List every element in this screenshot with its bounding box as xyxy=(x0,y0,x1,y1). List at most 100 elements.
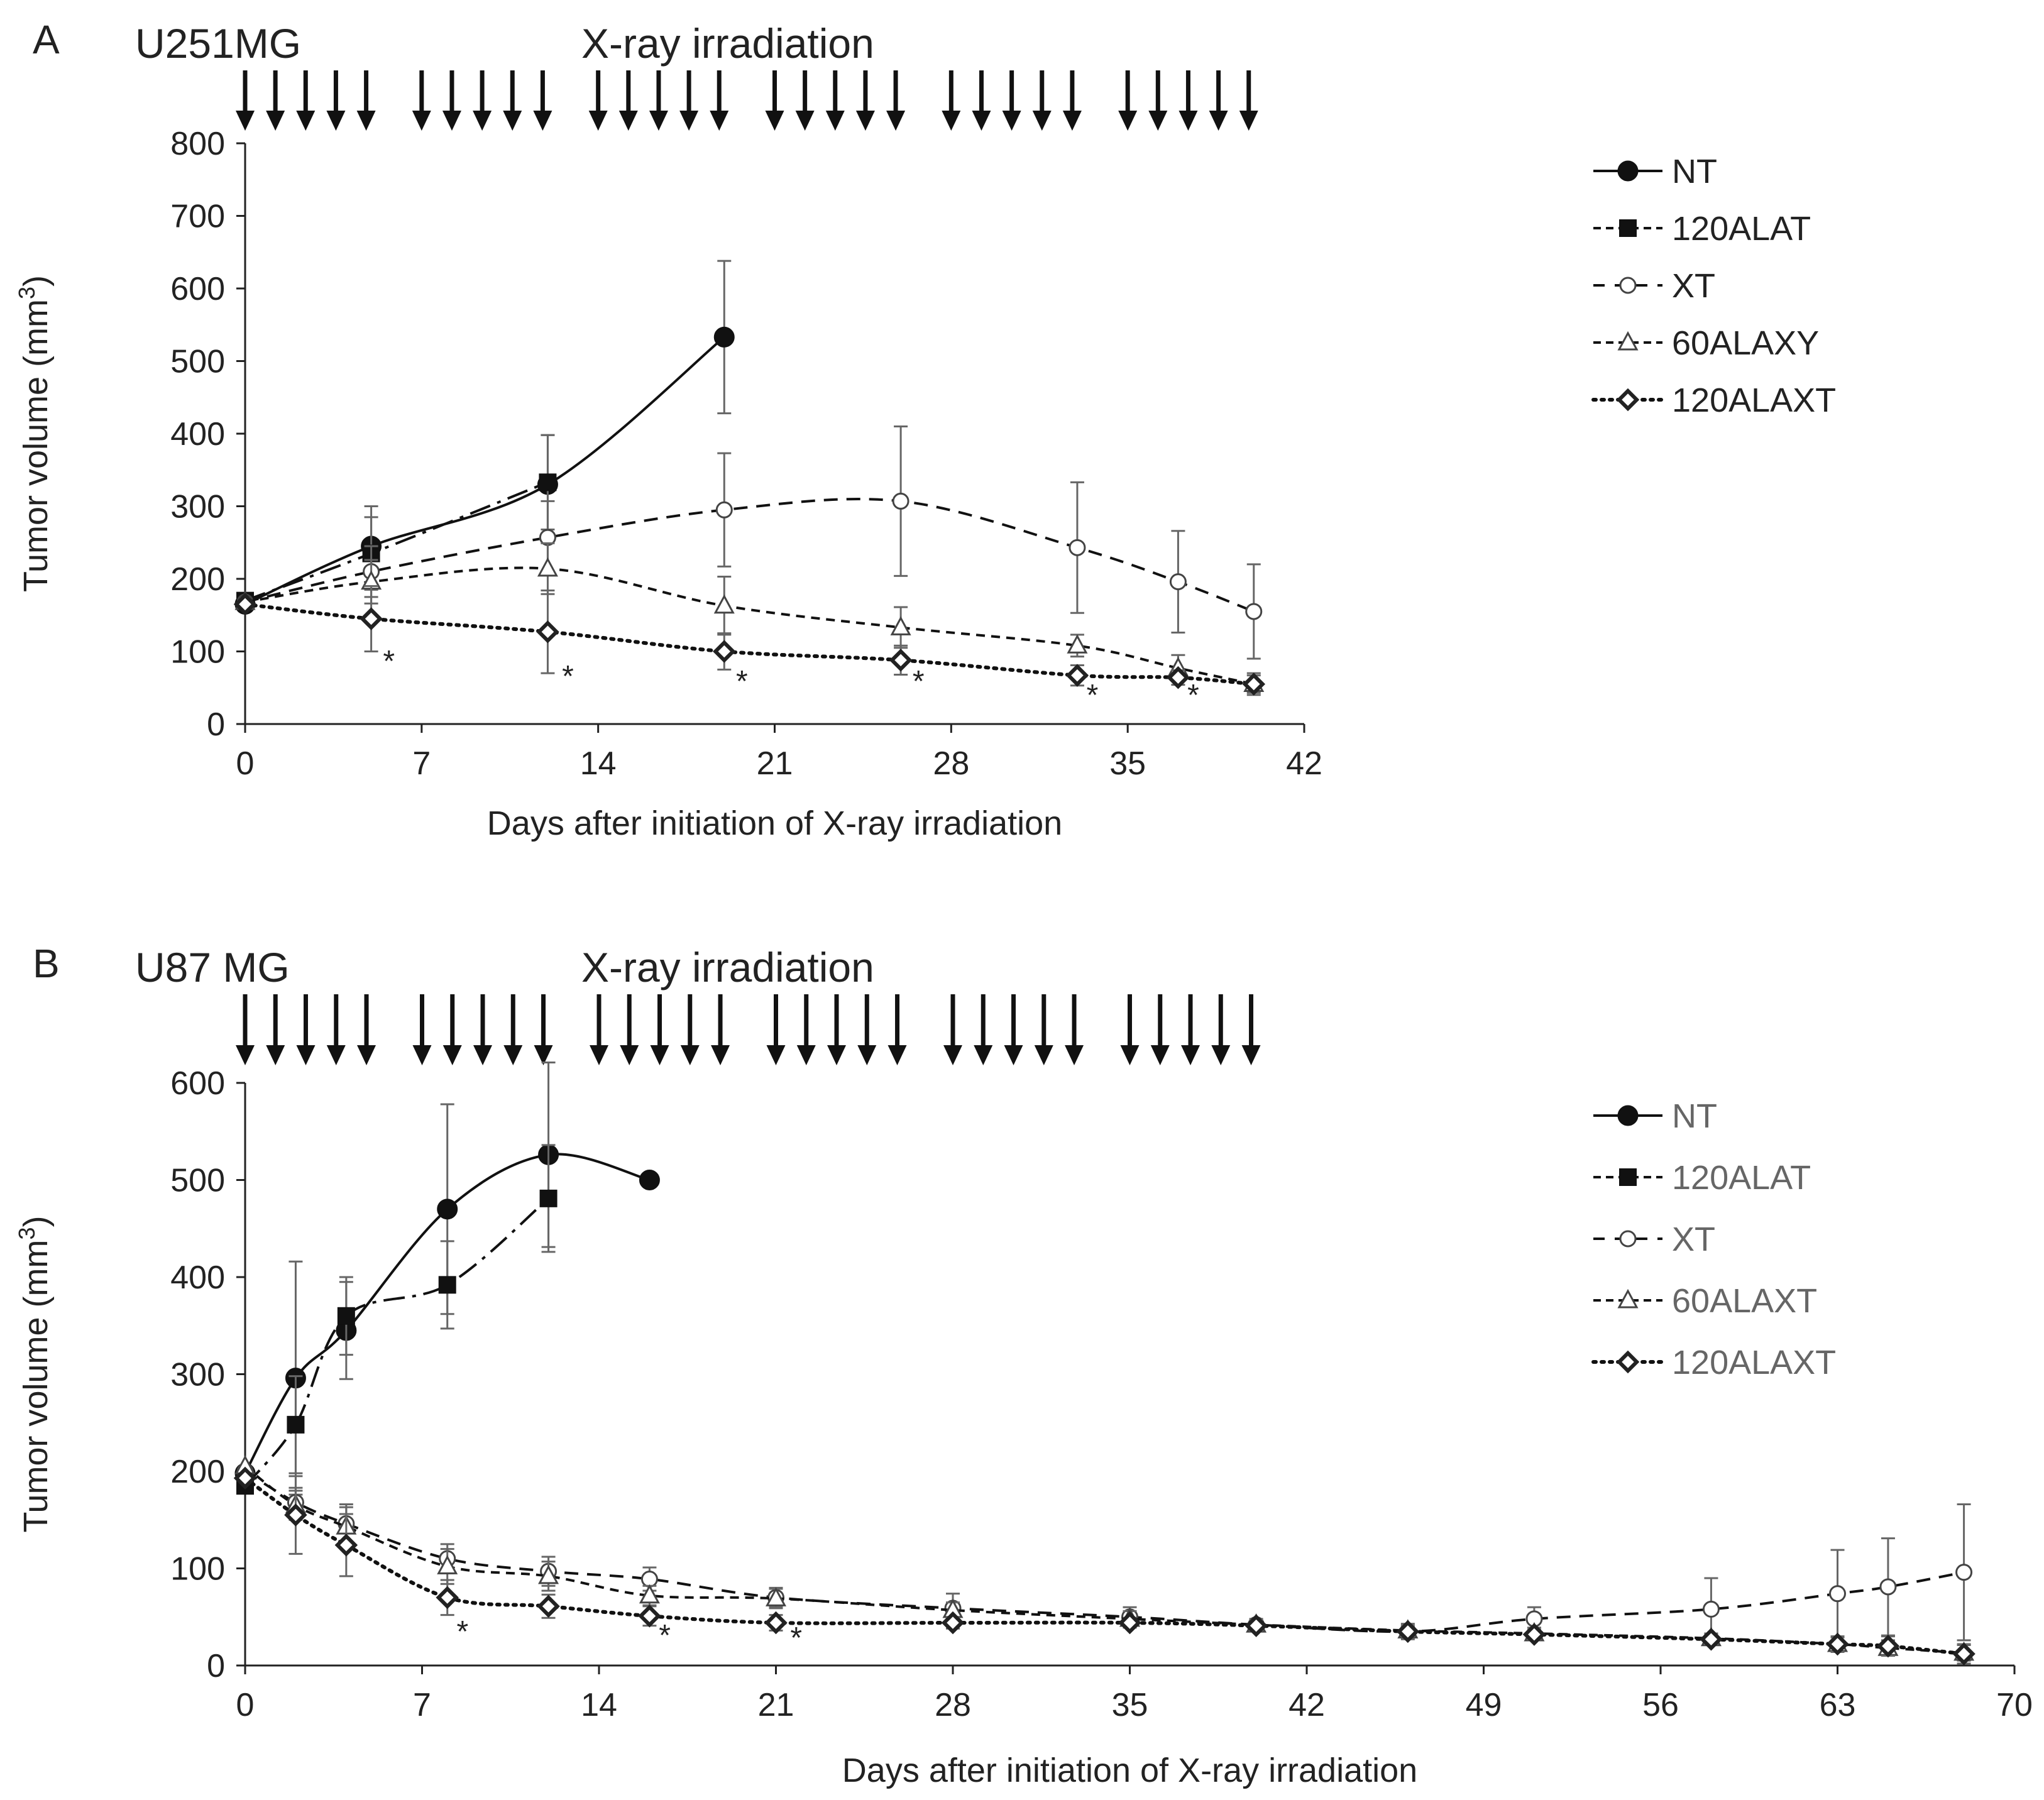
irradiation-arrow-head xyxy=(266,111,285,131)
data-point xyxy=(287,1415,305,1434)
legend-label: XT xyxy=(1672,267,1715,305)
irradiation-arrow-head xyxy=(972,111,991,131)
series-line xyxy=(245,498,1255,613)
significance-star: * xyxy=(383,645,395,678)
y-tick-label: 300 xyxy=(170,1357,225,1393)
x-tick-label: 49 xyxy=(1466,1687,1502,1723)
irradiation-arrow-head xyxy=(412,1045,432,1065)
data-point xyxy=(1067,634,1088,654)
irradiation-arrow-head xyxy=(1065,1045,1084,1065)
irradiation-arrow-head xyxy=(1209,111,1228,131)
significance-star: * xyxy=(456,1615,468,1649)
chart-title: U251MG xyxy=(135,20,301,67)
irradiation-arrow-head xyxy=(266,1045,285,1065)
x-tick-label: 7 xyxy=(413,1687,431,1723)
irradiation-arrow-head xyxy=(680,1045,700,1065)
irradiation-arrow-head xyxy=(296,111,316,131)
y-tick-label: 400 xyxy=(170,1259,225,1296)
irradiation-arrow-head xyxy=(1150,1045,1170,1065)
data-point xyxy=(639,1584,660,1604)
irradiation-arrow-head xyxy=(503,111,522,131)
series-line xyxy=(245,336,725,606)
irradiation-arrow-head xyxy=(412,111,431,131)
data-point xyxy=(437,1555,458,1574)
annotation-xray: X-ray irradiation xyxy=(581,20,874,67)
legend-label: NT xyxy=(1672,1097,1717,1135)
series-120alaxt xyxy=(233,585,1266,696)
data-point xyxy=(437,1199,458,1220)
series-nt xyxy=(234,260,735,615)
irradiation-arrow-head xyxy=(356,111,376,131)
irradiation-arrow-head xyxy=(620,1045,639,1065)
data-point xyxy=(941,1611,965,1635)
data-point xyxy=(890,616,911,635)
irradiation-arrow-head xyxy=(473,1045,493,1065)
panel-a: A U251MG X-ray irradiation 0 100 200 300 400 500… xyxy=(14,17,1836,842)
x-tick-label: 7 xyxy=(412,745,431,782)
irradiation-arrow-head xyxy=(1118,111,1138,131)
data-point xyxy=(1952,1642,1975,1666)
data-point xyxy=(1955,1564,1973,1581)
series-120alat xyxy=(236,434,557,610)
y-tick-label: 200 xyxy=(170,1454,225,1490)
series-xt xyxy=(236,1462,1973,1642)
data-point xyxy=(284,1503,307,1527)
panel-label: B xyxy=(33,941,60,986)
x-tick-label: 42 xyxy=(1288,1687,1325,1723)
data-point xyxy=(892,492,909,510)
data-point xyxy=(360,607,383,630)
data-point xyxy=(233,593,257,616)
irradiation-arrow-head xyxy=(942,111,961,131)
significance-star: * xyxy=(1087,679,1099,712)
irradiation-arrows xyxy=(236,994,1261,1065)
irradiation-arrow-head xyxy=(503,1045,523,1065)
y-tick-label: 200 xyxy=(170,561,225,598)
data-point xyxy=(438,1276,456,1294)
series-line xyxy=(244,1465,1964,1654)
legend-label: NT xyxy=(1672,153,1717,190)
legend-label: 120ALAT xyxy=(1672,210,1811,248)
legend-marker xyxy=(1619,219,1637,237)
legend: NT 120ALAT XT 60ALAXT 120ALAXT xyxy=(1591,1097,1836,1381)
data-point xyxy=(536,620,559,644)
data-point xyxy=(1069,539,1086,556)
irradiation-arrow-head xyxy=(649,111,668,131)
chart-title: U87 MG xyxy=(135,944,290,991)
irradiation-arrow-head xyxy=(886,111,906,131)
y-tick-label: 500 xyxy=(170,344,225,380)
irradiation-arrow-head xyxy=(1179,111,1198,131)
y-tick-label: 0 xyxy=(207,706,225,743)
irradiation-arrow-head xyxy=(974,1045,993,1065)
irradiation-arrow-head xyxy=(1034,1045,1053,1065)
irradiation-arrow-head xyxy=(326,1045,346,1065)
legend-marker xyxy=(1616,1350,1640,1374)
data-point xyxy=(715,501,733,519)
legend-marker xyxy=(1619,277,1637,294)
x-axis-label: Days after initiation of X-ray irradiati… xyxy=(487,804,1062,842)
significance-star: * xyxy=(913,665,925,698)
data-point xyxy=(537,1594,560,1618)
irradiation-arrow-head xyxy=(236,1045,255,1065)
irradiation-arrow-head xyxy=(766,1045,786,1065)
irradiation-arrow-head xyxy=(1120,1045,1140,1065)
irradiation-arrow-head xyxy=(825,111,845,131)
irradiation-arrow-head xyxy=(827,1045,847,1065)
data-point xyxy=(537,557,558,577)
irradiation-arrows xyxy=(236,70,1258,131)
legend-label: 120ALAT xyxy=(1672,1159,1811,1197)
panel-label: A xyxy=(33,17,60,62)
y-axis-label-superscript: 3 xyxy=(14,1227,40,1239)
legend-marker xyxy=(1616,388,1640,412)
data-point xyxy=(1118,1611,1141,1635)
irradiation-arrow-head xyxy=(887,1045,907,1065)
irradiation-arrow-head xyxy=(618,111,638,131)
irradiation-arrow-head xyxy=(710,111,729,131)
irradiation-arrow-head xyxy=(855,111,875,131)
legend-marker xyxy=(1619,1168,1637,1186)
irradiation-arrow-head xyxy=(1181,1045,1201,1065)
irradiation-arrow-head xyxy=(442,111,461,131)
x-tick-label: 14 xyxy=(580,745,617,782)
series-xt xyxy=(236,425,1263,660)
data-point xyxy=(1829,1585,1846,1603)
series-120alaxt xyxy=(233,1466,1975,1666)
